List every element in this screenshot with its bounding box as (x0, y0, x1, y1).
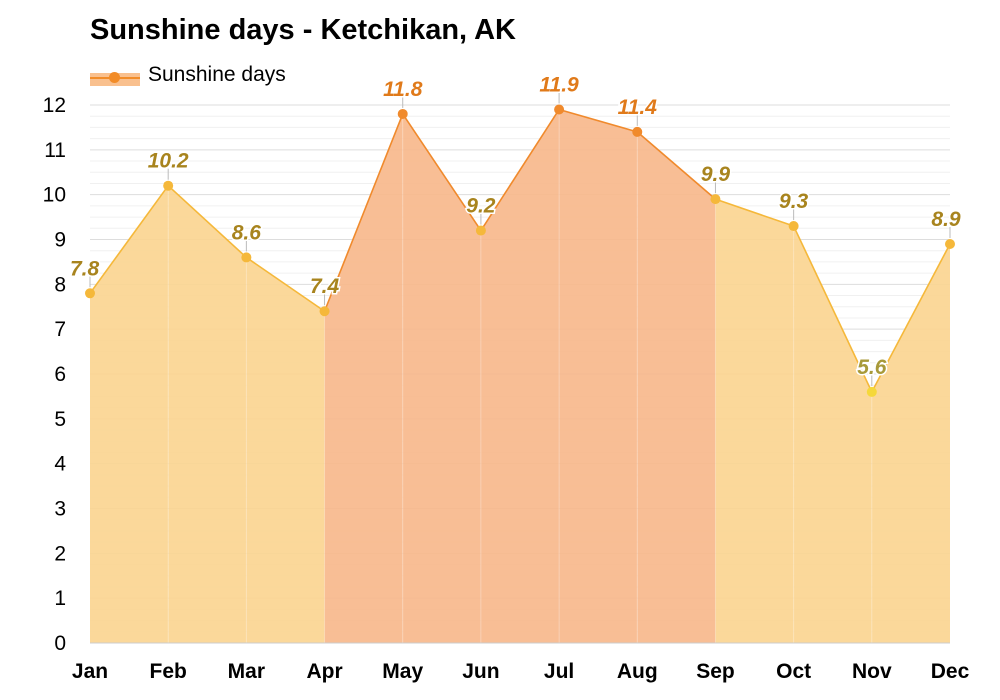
data-label-sep: 9.9 (701, 163, 731, 186)
x-tick-label-mar: Mar (228, 660, 265, 683)
area-bands (90, 109, 950, 644)
y-tick-label: 10 (43, 184, 66, 207)
series-segment-jul (558, 108, 638, 133)
data-label-jan: 7.8 (70, 257, 100, 280)
area-band-sep (715, 199, 794, 643)
data-label-oct: 9.3 (779, 190, 809, 213)
y-tick-label: 8 (54, 273, 66, 296)
series-segment-may (402, 113, 482, 231)
legend[interactable]: Sunshine days (90, 60, 286, 90)
area-band-jan (90, 185, 169, 643)
y-tick-label: 4 (54, 453, 66, 476)
y-tick-label: 11 (44, 139, 66, 162)
data-point-jun[interactable] (475, 225, 486, 236)
data-label-aug: 11.4 (618, 96, 658, 119)
y-tick-label: 0 (54, 632, 66, 655)
series-segment-nov (871, 243, 951, 393)
legend-label: Sunshine days (148, 63, 286, 86)
series-segment-sep (715, 198, 794, 227)
series-line (89, 108, 951, 393)
data-point-may[interactable] (397, 108, 408, 119)
data-point-nov[interactable] (866, 386, 877, 397)
data-points (85, 92, 955, 397)
x-tick-label-apr: Apr (306, 660, 342, 683)
series-segment-feb (167, 185, 247, 259)
data-point-mar[interactable] (241, 252, 252, 263)
series-segment-jan (89, 185, 169, 294)
x-tick-label-sep: Sep (696, 660, 735, 683)
x-tick-label-aug: Aug (617, 660, 658, 683)
data-label-nov: 5.6 (857, 356, 887, 379)
series-segment-jun (480, 109, 560, 231)
data-label-dec: 8.9 (931, 208, 961, 231)
area-band-jun (480, 109, 560, 643)
data-label-may: 11.8 (383, 78, 423, 101)
area-band-nov (871, 243, 950, 643)
x-tick-label-dec: Dec (931, 660, 970, 683)
data-label-jun: 9.2 (466, 195, 496, 218)
data-label-jul: 11.9 (539, 73, 579, 96)
series-segment-oct (792, 225, 873, 393)
x-tick-label-jun: Jun (462, 660, 499, 683)
chart-title: Sunshine days - Ketchikan, AK (90, 14, 516, 46)
data-label-apr: 7.4 (310, 275, 340, 298)
area-band-jul (559, 109, 638, 643)
data-labels: 7.8 10.2 8.6 7.4 11.8 9.2 11.9 11.4 9.9 9.3 5.6 8.9 (69, 72, 963, 380)
area-band-mar (246, 257, 325, 643)
series-segment-mar (245, 256, 325, 312)
area-band-oct (793, 226, 872, 644)
x-tick-label-feb: Feb (150, 660, 187, 683)
series-segment-apr (323, 113, 404, 312)
data-point-sep[interactable] (710, 194, 721, 205)
x-tick-label-may: May (382, 660, 423, 683)
legend-swatch (90, 64, 140, 86)
data-point-apr[interactable] (319, 306, 330, 317)
area-band-aug (637, 131, 716, 643)
y-tick-label: 3 (54, 498, 66, 521)
y-tick-label: 12 (43, 94, 66, 117)
series-segment-aug (636, 131, 716, 200)
y-tick-label: 6 (54, 363, 66, 386)
data-point-dec[interactable] (945, 238, 955, 249)
y-tick-label: 1 (54, 587, 66, 610)
y-tick-label: 5 (54, 408, 66, 431)
area-band-may (402, 113, 481, 643)
y-tick-label: 2 (54, 542, 66, 565)
x-tick-label-nov: Nov (852, 660, 892, 683)
x-tick-label-jul: Jul (544, 660, 574, 683)
x-tick-label-jan: Jan (72, 660, 108, 683)
area-band-feb (168, 185, 247, 643)
data-label-feb: 10.2 (148, 150, 189, 173)
data-point-jan[interactable] (85, 288, 95, 299)
data-label-mar: 8.6 (232, 221, 262, 244)
data-point-oct[interactable] (788, 221, 799, 232)
area-band-apr (324, 113, 403, 643)
data-point-jul[interactable] (554, 104, 565, 115)
y-tick-label: 9 (54, 229, 66, 252)
y-tick-label: 7 (54, 318, 66, 341)
data-point-feb[interactable] (163, 180, 174, 191)
data-point-aug[interactable] (632, 126, 643, 137)
x-tick-label-oct: Oct (776, 660, 811, 683)
